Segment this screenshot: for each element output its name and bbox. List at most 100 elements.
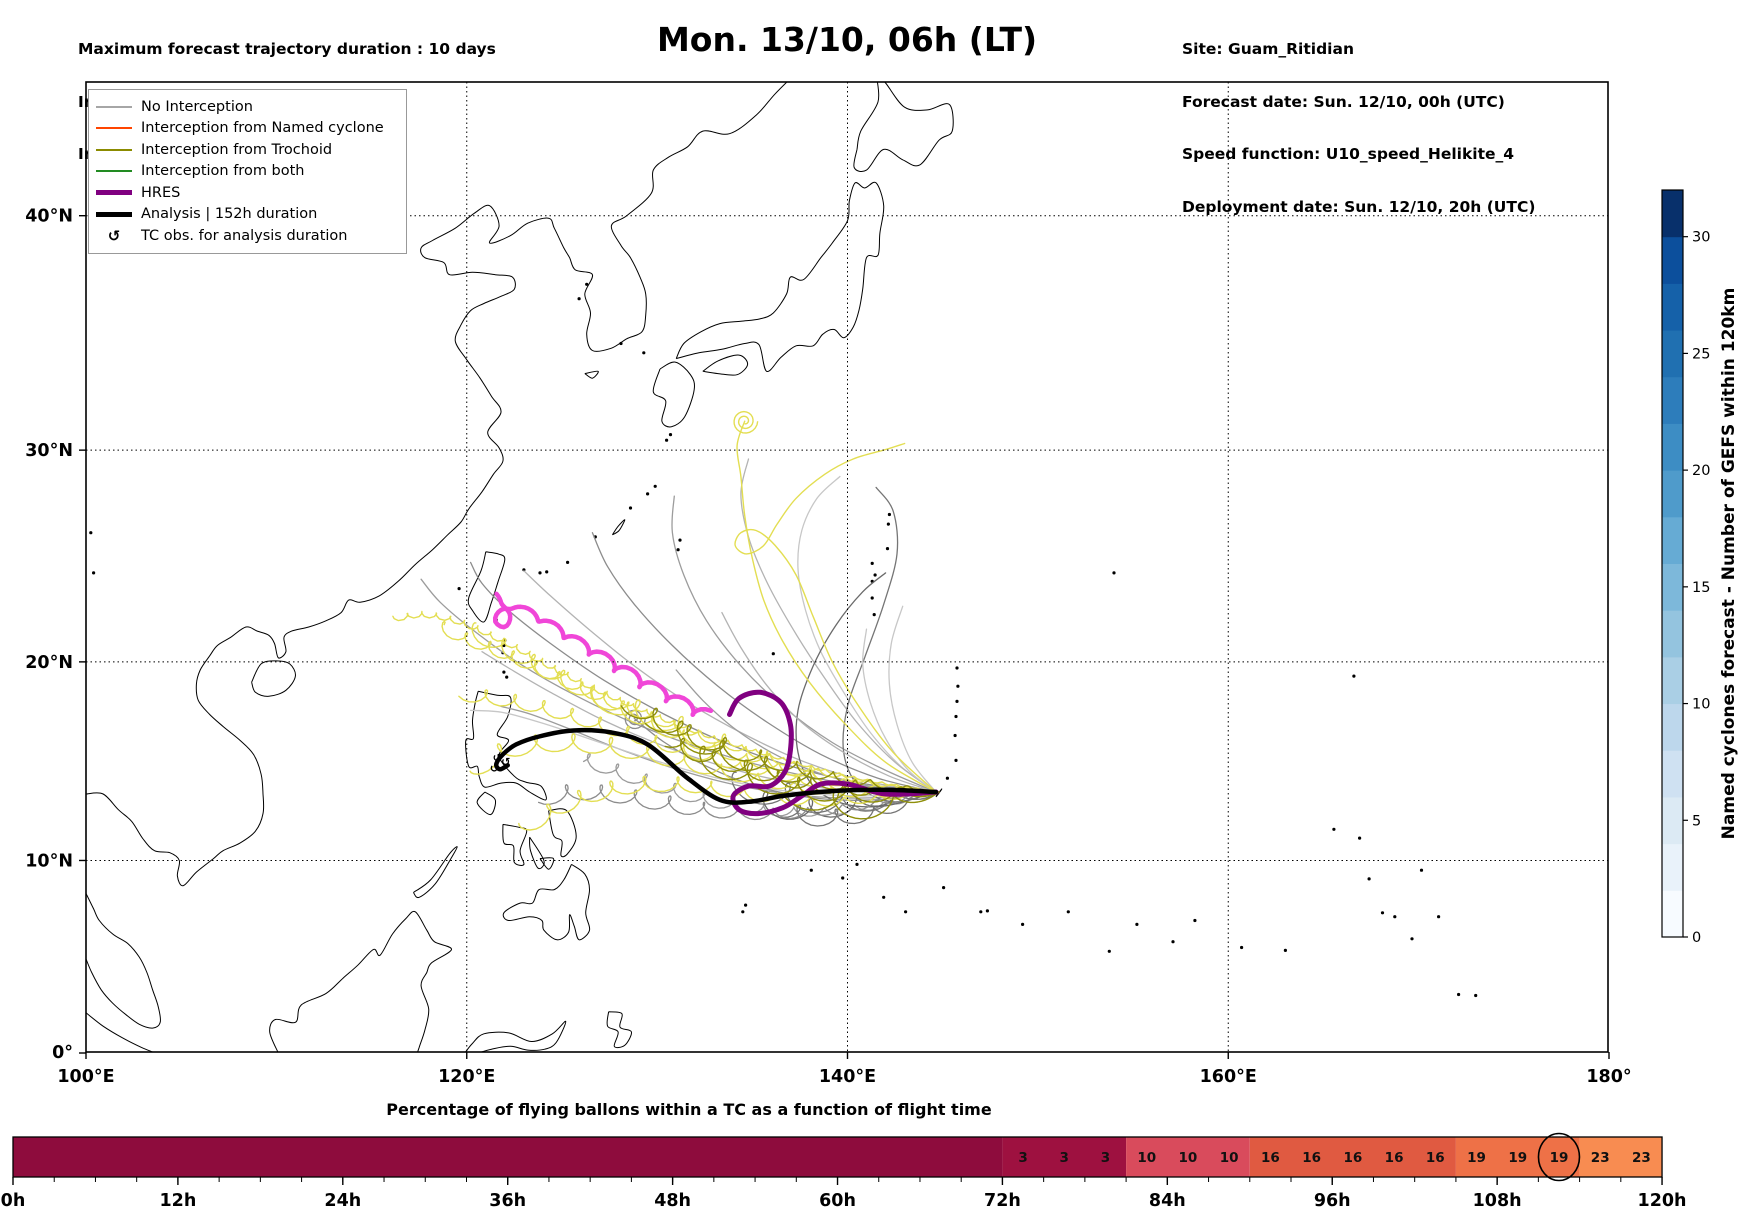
legend-item: HRES bbox=[95, 182, 398, 204]
island-dot bbox=[665, 438, 669, 442]
strip-cell-value: 19 bbox=[1550, 1150, 1569, 1166]
trajectory-trochoid bbox=[492, 591, 714, 718]
island-dot bbox=[1021, 922, 1025, 927]
colorbar-block bbox=[1662, 236, 1683, 284]
strip-cell-value: 10 bbox=[1137, 1150, 1156, 1166]
map-content: ↺ ↺↺ bbox=[86, 82, 1478, 1052]
coastline bbox=[269, 910, 452, 1052]
island-dot bbox=[1193, 918, 1197, 923]
coastline bbox=[584, 370, 599, 379]
coastline bbox=[86, 82, 788, 887]
legend-item: Interception from both bbox=[95, 161, 398, 183]
island-dot bbox=[1437, 915, 1441, 919]
tc-obs-marker: ↺ bbox=[493, 751, 502, 764]
trajectory-no-interception bbox=[797, 475, 937, 793]
island-dot bbox=[628, 506, 633, 510]
island-dot bbox=[1367, 877, 1371, 881]
colorbar-axis-label: Named cyclones forecast - Number of GEFS… bbox=[1719, 288, 1739, 840]
legend-line-sample bbox=[95, 105, 133, 108]
strip-major-tick-label: 48h bbox=[654, 1191, 691, 1211]
x-axis-tick-label: 140°E bbox=[819, 1067, 876, 1087]
y-axis-tick-label: 40°N bbox=[25, 207, 73, 227]
island-dot bbox=[870, 561, 874, 566]
island-dot bbox=[89, 531, 93, 535]
trajectory-no-interception bbox=[675, 669, 937, 793]
island-dot bbox=[1393, 915, 1397, 919]
tc-obs-marker: ↺ bbox=[501, 755, 510, 768]
speed-function-line: Speed function: U10_speed_Helikite_4 bbox=[1182, 145, 1515, 163]
island-dot bbox=[1380, 911, 1385, 915]
colorbar-tick-label: 25 bbox=[1692, 346, 1710, 362]
island-dot bbox=[1352, 674, 1356, 678]
colorbar-block bbox=[1662, 703, 1683, 751]
island-dot bbox=[956, 684, 960, 688]
coastline bbox=[529, 836, 545, 870]
legend-line-sample bbox=[95, 211, 133, 217]
coastline bbox=[702, 354, 749, 376]
legend-label: Interception from both bbox=[141, 163, 305, 180]
strip-segment bbox=[1249, 1137, 1456, 1177]
island-dot bbox=[872, 613, 876, 617]
trajectory-trochoid bbox=[441, 620, 938, 794]
strip-segment bbox=[1126, 1137, 1250, 1177]
island-dot bbox=[954, 714, 958, 719]
coastline bbox=[502, 863, 591, 941]
island-dot bbox=[1332, 827, 1336, 831]
colorbar-tick-label: 20 bbox=[1692, 463, 1710, 479]
island-dot bbox=[92, 571, 96, 575]
strip-cell-value: 16 bbox=[1426, 1150, 1445, 1166]
island-dot bbox=[809, 868, 813, 872]
island-dot bbox=[955, 666, 959, 670]
coastline bbox=[465, 690, 547, 801]
strip-major-tick-label: 72h bbox=[984, 1191, 1021, 1211]
island-dot bbox=[855, 862, 859, 867]
strip-major-tick-label: 24h bbox=[324, 1191, 361, 1211]
strip-cell-value: 19 bbox=[1467, 1150, 1486, 1166]
legend-line bbox=[96, 190, 132, 196]
island-dot bbox=[1066, 910, 1070, 914]
strip-major-tick-label: 0h bbox=[1, 1191, 26, 1211]
coastline bbox=[86, 1012, 153, 1052]
cyclone-symbol: ↺ bbox=[107, 226, 121, 245]
island-dot bbox=[577, 297, 581, 301]
strip-segment bbox=[1455, 1137, 1580, 1177]
coastline bbox=[464, 1020, 567, 1052]
coastline bbox=[476, 791, 497, 816]
site-info-block: Site: Guam_Ritidian Forecast date: Sun. … bbox=[1182, 6, 1535, 251]
island-dot bbox=[979, 910, 983, 914]
legend-item: Analysis | 152h duration bbox=[95, 204, 398, 226]
deployment-date-line: Deployment date: Sun. 12/10, 20h (UTC) bbox=[1182, 197, 1536, 216]
colorbar-tick-label: 5 bbox=[1692, 813, 1701, 829]
strip-segment bbox=[1579, 1137, 1663, 1177]
island-dot bbox=[646, 492, 650, 496]
coastline bbox=[539, 857, 555, 870]
coastline bbox=[251, 660, 296, 697]
island-dot bbox=[945, 776, 950, 780]
island-dot bbox=[585, 282, 589, 286]
strip-cell-value: 3 bbox=[1018, 1150, 1027, 1166]
island-dot bbox=[985, 909, 990, 913]
strip-cell-value: 19 bbox=[1508, 1150, 1527, 1166]
coastline bbox=[652, 361, 695, 428]
colorbar-block bbox=[1662, 516, 1683, 564]
coastline bbox=[675, 181, 885, 372]
island-dot bbox=[887, 512, 892, 517]
strip-cell-value: 10 bbox=[1220, 1150, 1239, 1166]
strip-cell-value: 10 bbox=[1179, 1150, 1198, 1166]
trajectory-no-interception bbox=[721, 611, 937, 793]
strip-highlight-circle bbox=[1537, 1132, 1581, 1182]
trajectory-no-interception bbox=[469, 561, 937, 793]
legend-line bbox=[96, 105, 132, 108]
legend-item: Interception from Named cyclone bbox=[95, 118, 398, 140]
coastline bbox=[611, 519, 626, 536]
coastline bbox=[86, 893, 162, 1029]
island-dot bbox=[771, 652, 775, 656]
island-dot bbox=[653, 484, 657, 488]
strip-cell-value: 16 bbox=[1302, 1150, 1321, 1166]
island-dot bbox=[502, 670, 506, 674]
legend-label: Analysis | 152h duration bbox=[141, 206, 318, 223]
island-dot bbox=[538, 571, 542, 575]
strip-cell-value: 3 bbox=[1101, 1150, 1110, 1166]
